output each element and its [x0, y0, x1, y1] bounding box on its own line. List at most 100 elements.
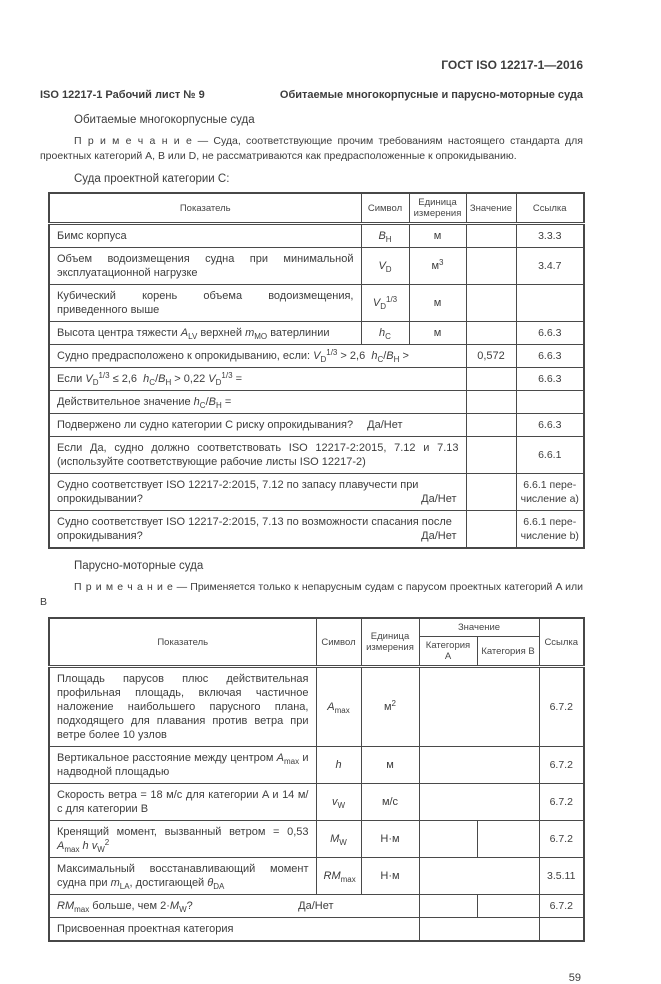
- value-cell-category-a: [418, 894, 478, 918]
- motorsailer-note: П р и м е ч а н и е — Применяется только…: [40, 580, 583, 610]
- value-cell-category-a: [418, 820, 478, 858]
- table-row: Объем водоизмещения судна при минимально…: [48, 247, 585, 285]
- value-cell: [418, 666, 540, 747]
- unit-cell: м: [408, 284, 467, 322]
- value-cell: 0,572: [465, 344, 517, 368]
- value-cell: [465, 390, 517, 414]
- table-subheader-row: Категория A Категория B: [49, 636, 584, 668]
- unit-cell: Н·м: [360, 857, 420, 895]
- question-text: Судно соответствует ISO 12217-2:2015, 7.…: [57, 516, 452, 542]
- unit-cell: м: [408, 223, 467, 248]
- unit-cell: м/с: [360, 783, 420, 821]
- worksheet-label: ISO 12217-1 Рабочий лист № 9: [40, 89, 205, 101]
- unit-cell: м: [408, 321, 467, 345]
- ref-cell: 6.7.2: [538, 666, 585, 747]
- ref-cell: 3.3.3: [515, 223, 585, 248]
- col-header-unit: Единица измерения: [360, 617, 420, 668]
- symbol-cell: BH: [360, 223, 410, 248]
- symbol-cell: MW: [315, 820, 362, 858]
- condition-cell: Если VD1/3 ≤ 2,6 hC/BH > 0,22 VD1/3 =: [48, 367, 467, 391]
- yes-no-label: Да/Нет: [421, 493, 457, 505]
- value-cell: [465, 413, 517, 437]
- table-row: Бимс корпуса BH м 3.3.3: [48, 223, 585, 248]
- col-header-category-a: Категория A: [418, 636, 478, 668]
- multihull-note: П р и м е ч а н и е — Суда, соответствую…: [40, 134, 583, 164]
- table-row: Судно предрасположено к опрокидыванию, е…: [48, 344, 585, 368]
- unit-cell: м3: [408, 247, 467, 285]
- table-row: Подвержено ли судно категории C риску оп…: [48, 413, 585, 437]
- symbol-cell: hC: [360, 321, 410, 345]
- standard-number: ГОСТ ISO 12217-1—2016: [441, 58, 583, 72]
- table-row: Судно соответствует ISO 12217-2:2015, 7.…: [48, 473, 585, 511]
- value-cell-category-b: [476, 894, 540, 918]
- page-content: ГОСТ ISO 12217-1—2016 ISO 12217-1 Рабочи…: [40, 58, 586, 984]
- worksheet-title: Обитаемые многокорпусные и парусно-мотор…: [279, 89, 583, 101]
- col-header-unit: Единица измерения: [408, 192, 467, 225]
- table-row: Скорость ветра = 18 м/с для категории A …: [48, 783, 585, 821]
- indicator-cell: Скорость ветра = 18 м/с для категории A …: [48, 783, 317, 821]
- value-cell: [465, 223, 517, 248]
- table-header-row: Показатель Символ Единица измерения Знач…: [48, 192, 585, 225]
- col-header-ref: Ссылка: [538, 617, 585, 668]
- question-text: RMmax больше, чем 2·MW?: [57, 900, 193, 914]
- indicator-cell: Присвоенная проектная категория: [48, 917, 420, 942]
- condition-cell: Судно предрасположено к опрокидыванию, е…: [48, 344, 467, 368]
- condition-cell: Действительное значение hC/BH =: [48, 390, 467, 414]
- unit-cell: м: [360, 746, 420, 784]
- symbol-cell: h: [315, 746, 362, 784]
- question-text: Подвержено ли судно категории C риску оп…: [57, 419, 354, 431]
- value-cell: [418, 857, 540, 895]
- multihull-heading: Обитаемые многокорпусные суда: [74, 114, 255, 126]
- indicator-cell: Высота центра тяжести ALV верхней mMO ва…: [48, 321, 362, 345]
- question-cell: Подвержено ли судно категории C риску оп…: [48, 413, 467, 437]
- table-row: RMmax больше, чем 2·MW? Да/Нет 6.7.2: [48, 894, 585, 918]
- table-row: Максимальный восстанавливающий момент су…: [48, 857, 585, 895]
- indicator-cell: Объем водоизмещения судна при минимально…: [48, 247, 362, 285]
- indicator-cell: Площадь парусов плюс действительная проф…: [48, 666, 317, 747]
- value-cell: [418, 746, 540, 784]
- table-row: Площадь парусов плюс действительная проф…: [48, 666, 585, 747]
- ref-cell: [538, 917, 585, 942]
- yes-no-label: Да/Нет: [421, 530, 457, 542]
- unit-cell: Н·м: [360, 820, 420, 858]
- ref-cell: [515, 284, 585, 322]
- table-row: Кубический корень объема водоизмещения, …: [48, 284, 585, 322]
- note-label: П р и м е ч а н и е: [74, 135, 193, 147]
- question-cell: Судно соответствует ISO 12217-2:2015, 7.…: [48, 510, 467, 549]
- value-cell: [418, 783, 540, 821]
- indicator-cell: Вертикальное расстояние между центром Am…: [48, 746, 317, 784]
- question-cell: RMmax больше, чем 2·MW? Да/Нет: [48, 894, 420, 918]
- ref-cell: 6.6.3: [515, 344, 585, 368]
- value-cell: [465, 510, 517, 549]
- table-row: Вертикальное расстояние между центром Am…: [48, 746, 585, 784]
- value-cell-category-b: [476, 820, 540, 858]
- note-body: — Суда, соответствующие прочим требовани…: [40, 135, 583, 162]
- unit-cell: м2: [360, 666, 420, 747]
- value-cell: [465, 367, 517, 391]
- question-text: Судно соответствует ISO 12217-2:2015, 7.…: [57, 479, 419, 505]
- ref-cell: 6.6.1: [515, 436, 585, 474]
- col-header-indicator: Показатель: [48, 617, 317, 668]
- multihull-table: Показатель Символ Единица измерения Знач…: [48, 192, 585, 549]
- col-header-value: Значение: [465, 192, 517, 225]
- yes-no-label: Да/Нет: [367, 419, 403, 431]
- col-header-ref: Ссылка: [515, 192, 585, 225]
- yes-no-label: Да/Нет: [298, 900, 334, 912]
- col-header-value-group: Значение: [418, 617, 540, 637]
- value-cell: [418, 917, 540, 942]
- col-header-symbol: Символ: [315, 617, 362, 668]
- ref-cell: 3.5.11: [538, 857, 585, 895]
- table-row: Судно соответствует ISO 12217-2:2015, 7.…: [48, 510, 585, 549]
- ref-cell: 6.6.1 пере­числение a): [515, 473, 585, 511]
- document-page: ГОСТ ISO 12217-1—2016 ISO 12217-1 Рабочи…: [40, 58, 586, 984]
- page-number: 59: [568, 972, 581, 984]
- ref-cell: 6.7.2: [538, 894, 585, 918]
- value-cell: [465, 473, 517, 511]
- table-row: Высота центра тяжести ALV верхней mMO ва…: [48, 321, 585, 345]
- value-cell: [465, 436, 517, 474]
- col-header-symbol: Символ: [360, 192, 410, 225]
- condition-cell: Если Да, судно должно соответствовать IS…: [48, 436, 467, 474]
- symbol-cell: RMmax: [315, 857, 362, 895]
- ref-cell: 6.6.3: [515, 367, 585, 391]
- symbol-cell: Amax: [315, 666, 362, 747]
